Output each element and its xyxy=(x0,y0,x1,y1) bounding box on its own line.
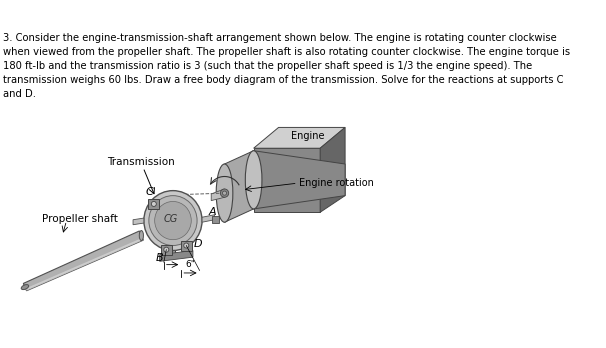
Polygon shape xyxy=(320,127,345,212)
Polygon shape xyxy=(148,199,159,209)
Ellipse shape xyxy=(21,285,28,290)
Polygon shape xyxy=(212,216,219,223)
Text: A: A xyxy=(209,207,217,217)
Polygon shape xyxy=(254,148,320,212)
Circle shape xyxy=(184,243,188,248)
Ellipse shape xyxy=(245,151,262,209)
Text: B: B xyxy=(156,253,164,263)
Circle shape xyxy=(221,189,228,197)
Polygon shape xyxy=(225,151,254,222)
Polygon shape xyxy=(25,238,144,291)
Ellipse shape xyxy=(149,196,197,246)
Circle shape xyxy=(152,201,156,206)
Ellipse shape xyxy=(139,230,144,240)
Text: 6": 6" xyxy=(185,260,195,269)
Text: Engine: Engine xyxy=(291,131,324,141)
Polygon shape xyxy=(133,218,144,225)
Text: Transmission: Transmission xyxy=(107,157,175,166)
Ellipse shape xyxy=(144,191,202,251)
Polygon shape xyxy=(254,151,345,209)
Polygon shape xyxy=(211,189,225,200)
Text: CG: CG xyxy=(164,214,178,224)
Text: 6": 6" xyxy=(167,252,177,261)
Polygon shape xyxy=(181,240,191,251)
Text: D: D xyxy=(193,239,202,249)
Ellipse shape xyxy=(155,201,191,240)
Circle shape xyxy=(164,247,169,252)
Polygon shape xyxy=(159,251,193,261)
Polygon shape xyxy=(254,127,345,148)
Text: C: C xyxy=(146,187,153,197)
Ellipse shape xyxy=(216,164,233,222)
Text: Propeller shaft: Propeller shaft xyxy=(42,214,118,224)
Text: Engine rotation: Engine rotation xyxy=(299,178,375,188)
Polygon shape xyxy=(202,215,215,222)
Text: 3. Consider the engine-transmission-shaft arrangement shown below. The engine is: 3. Consider the engine-transmission-shaf… xyxy=(3,33,570,98)
Polygon shape xyxy=(161,245,171,255)
Circle shape xyxy=(222,191,227,195)
Polygon shape xyxy=(23,231,144,291)
